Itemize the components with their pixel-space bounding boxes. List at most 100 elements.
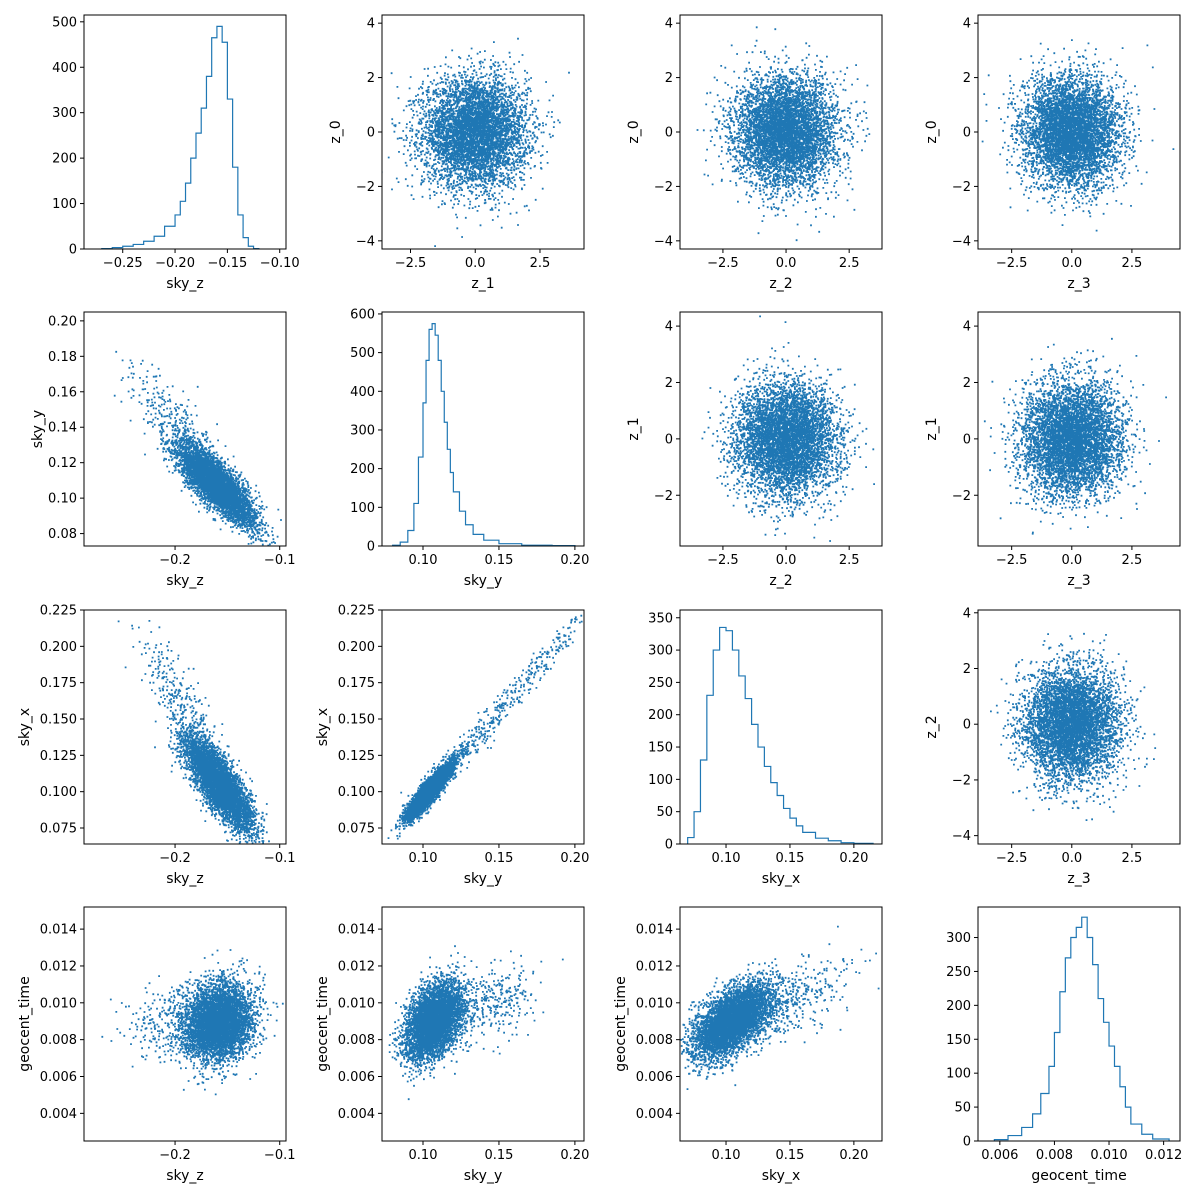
- plot-area: [117, 620, 270, 844]
- subplot-scatter-sky_y-geocent_time: 0.10 0.15 0.20 0.004 0.006 0.008 0.010 0.012 0.0…: [315, 906, 589, 1184]
- y-axis-label: sky_x: [17, 708, 33, 746]
- x-tick-label: −0.1: [264, 553, 296, 568]
- y-tick-label: 0.100: [338, 785, 375, 800]
- x-tick-label: −0.10: [260, 256, 300, 271]
- y-axis-label: z_0: [626, 120, 642, 143]
- x-tick-label: −2.5: [395, 256, 427, 271]
- y-tick-label: 400: [350, 385, 375, 400]
- x-axis-label: z_1: [471, 276, 494, 292]
- x-axis-label: sky_y: [464, 871, 502, 887]
- x-tick-label: 0.0: [1061, 851, 1082, 866]
- y-tick-label: 0.075: [338, 822, 375, 837]
- y-tick-label: 100: [648, 773, 673, 788]
- scatter-points: [113, 350, 286, 546]
- x-tick-label: −0.25: [103, 256, 143, 271]
- x-axis-label: sky_z: [166, 871, 204, 887]
- y-axis-label: z_1: [924, 417, 940, 440]
- x-tick-label: −0.2: [159, 851, 191, 866]
- y-axis-label: sky_x: [315, 708, 331, 746]
- subplot-scatter-sky_z-geocent_time: −0.2 −0.1 0.004 0.006 0.008 0.010 0.012 0.014 sk…: [17, 906, 296, 1184]
- plot-area: [101, 949, 284, 1096]
- y-tick-label: 4: [963, 17, 971, 32]
- y-tick-label: 0.006: [338, 1070, 375, 1085]
- x-tick-label: 0.10: [409, 553, 438, 568]
- histogram-step-line: [993, 916, 1170, 1141]
- plot-area: [113, 350, 286, 546]
- y-tick-label: 0.014: [338, 923, 375, 938]
- x-axis-label: sky_y: [464, 1168, 502, 1184]
- x-axis-label: sky_z: [166, 276, 204, 292]
- plot-area: [696, 26, 871, 242]
- y-tick-label: 0.014: [40, 923, 77, 938]
- scatter-points: [117, 620, 270, 844]
- y-tick-label: −2: [654, 180, 673, 195]
- x-tick-label: −2.5: [996, 256, 1028, 271]
- plot-area: [392, 323, 576, 546]
- y-tick-label: 0.012: [338, 959, 375, 974]
- y-tick-label: 200: [350, 462, 375, 477]
- x-axis-label: geocent_time: [1031, 1168, 1126, 1184]
- y-tick-label: 100: [350, 501, 375, 516]
- x-axis-label: z_3: [1067, 573, 1090, 589]
- y-tick-label: 0.008: [636, 1033, 673, 1048]
- y-tick-label: 0.008: [338, 1033, 375, 1048]
- x-tick-label: −2.5: [707, 256, 739, 271]
- y-tick-label: 0.012: [636, 959, 673, 974]
- y-tick-label: 50: [954, 1101, 971, 1116]
- x-tick-label: 0.20: [560, 1148, 589, 1163]
- scatter-points: [701, 315, 875, 542]
- x-tick-label: 0.0: [776, 553, 797, 568]
- plot-area: [382, 37, 570, 247]
- subplot-hist-sky_y: 0.10 0.15 0.20 0 100 200 300 400 500 600 sky_y: [350, 307, 589, 589]
- y-tick-label: 250: [648, 676, 673, 691]
- y-tick-label: 0: [963, 126, 971, 141]
- subplot-scatter-sky_y-sky_x: 0.10 0.15 0.20 0.075 0.100 0.125 0.150 0.175 0.2…: [315, 604, 589, 888]
- y-tick-label: 300: [52, 106, 77, 121]
- x-tick-label: 2.5: [1122, 851, 1143, 866]
- x-tick-label: 0.20: [560, 851, 589, 866]
- y-tick-label: 0.008: [40, 1033, 77, 1048]
- y-tick-label: 2: [665, 376, 673, 391]
- y-tick-label: 4: [963, 606, 971, 621]
- histogram-step-line: [101, 25, 260, 249]
- x-tick-label: 0.15: [775, 851, 804, 866]
- y-tick-label: 0.004: [636, 1107, 673, 1122]
- subplot-hist-sky_x: 0.10 0.15 0.20 0 50 100 150 200 250 300 350 sky_x: [648, 609, 883, 887]
- plot-area: [388, 945, 564, 1101]
- subplot-scatter-sky_z-sky_y: −0.2 −0.1 0.08 0.10 0.12 0.14 0.16 0.18 0.20 sky_…: [30, 311, 296, 589]
- axes-frame: [381, 311, 585, 547]
- y-tick-label: 0.12: [48, 456, 77, 471]
- y-tick-label: −4: [952, 829, 971, 844]
- x-tick-label: 0.008: [1036, 1148, 1073, 1163]
- y-tick-label: 0: [963, 1135, 971, 1150]
- y-tick-label: 500: [350, 346, 375, 361]
- x-axis-label: sky_x: [762, 871, 800, 887]
- axes-frame: [977, 311, 1181, 547]
- y-tick-label: 0: [665, 838, 673, 853]
- x-tick-label: 0.20: [839, 1148, 868, 1163]
- x-tick-label: 0.10: [712, 851, 741, 866]
- x-axis-label: z_2: [769, 276, 792, 292]
- y-tick-label: 0.006: [40, 1070, 77, 1085]
- y-tick-label: −2: [356, 180, 375, 195]
- subplot-scatter-z_1-z_0: −2.5 0.0 2.5 −4 −2 0 2 4 z_1 z_0: [328, 14, 585, 292]
- y-tick-label: −2: [952, 489, 971, 504]
- axes-frame: [679, 311, 883, 547]
- y-tick-label: 250: [946, 965, 971, 980]
- x-tick-label: 2.5: [1122, 553, 1143, 568]
- y-tick-label: 0.125: [40, 749, 77, 764]
- y-tick-label: 4: [665, 320, 673, 335]
- y-tick-label: 2: [963, 662, 971, 677]
- y-tick-label: −2: [654, 489, 673, 504]
- subplot-scatter-z_2-z_1: −2.5 0.0 2.5 −2 0 2 4 z_2 z_1: [626, 311, 883, 589]
- y-tick-label: 600: [350, 307, 375, 322]
- y-axis-label: sky_y: [30, 410, 46, 448]
- x-tick-label: −0.1: [264, 851, 296, 866]
- y-tick-label: 200: [946, 999, 971, 1014]
- y-tick-label: 0.14: [48, 421, 77, 436]
- y-tick-label: 4: [963, 320, 971, 335]
- x-tick-label: 0.0: [465, 256, 486, 271]
- x-tick-label: 0.15: [775, 1148, 804, 1163]
